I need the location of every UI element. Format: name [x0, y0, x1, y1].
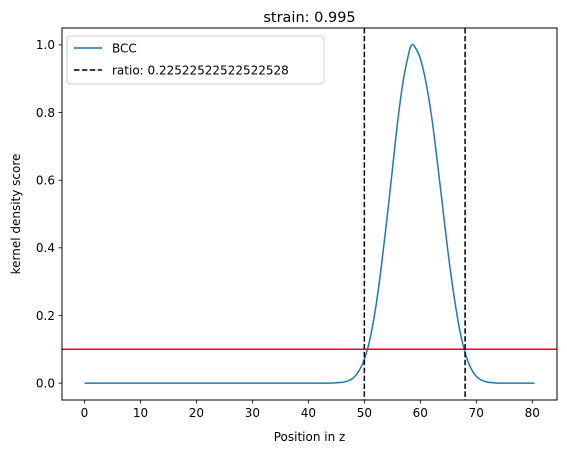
legend-label-bcc: BCC: [112, 42, 137, 56]
x-tick-label: 60: [413, 406, 428, 420]
x-tick-label: 80: [525, 406, 540, 420]
x-tick-label: 0: [81, 406, 89, 420]
y-tick-label: 0.8: [36, 106, 55, 120]
y-tick-label: 1.0: [36, 38, 55, 52]
series-line-bcc: [84, 43, 535, 384]
y-tick-label: 0.2: [36, 309, 55, 323]
x-tick-label: 20: [189, 406, 204, 420]
x-axis-label: Position in z: [274, 430, 346, 444]
legend-label-ratio: ratio: 0.22522522522522528: [112, 64, 289, 78]
y-tick-label: 0.4: [36, 241, 55, 255]
plot-frame: [61, 27, 558, 401]
x-tick-label: 40: [301, 406, 316, 420]
x-tick-label: 30: [245, 406, 260, 420]
y-tick-label: 0.0: [36, 376, 55, 390]
y-axis-label: kernel density score: [9, 154, 23, 275]
x-tick-label: 70: [469, 406, 484, 420]
x-tick-label: 10: [133, 406, 148, 420]
legend: BCC ratio: 0.22522522522522528: [66, 35, 325, 85]
y-tick-label: 0.6: [36, 173, 55, 187]
x-tick-label: 50: [357, 406, 372, 420]
chart-title: strain: 0.995: [263, 10, 355, 26]
plot-background: [62, 28, 557, 400]
legend-box: [66, 35, 325, 85]
